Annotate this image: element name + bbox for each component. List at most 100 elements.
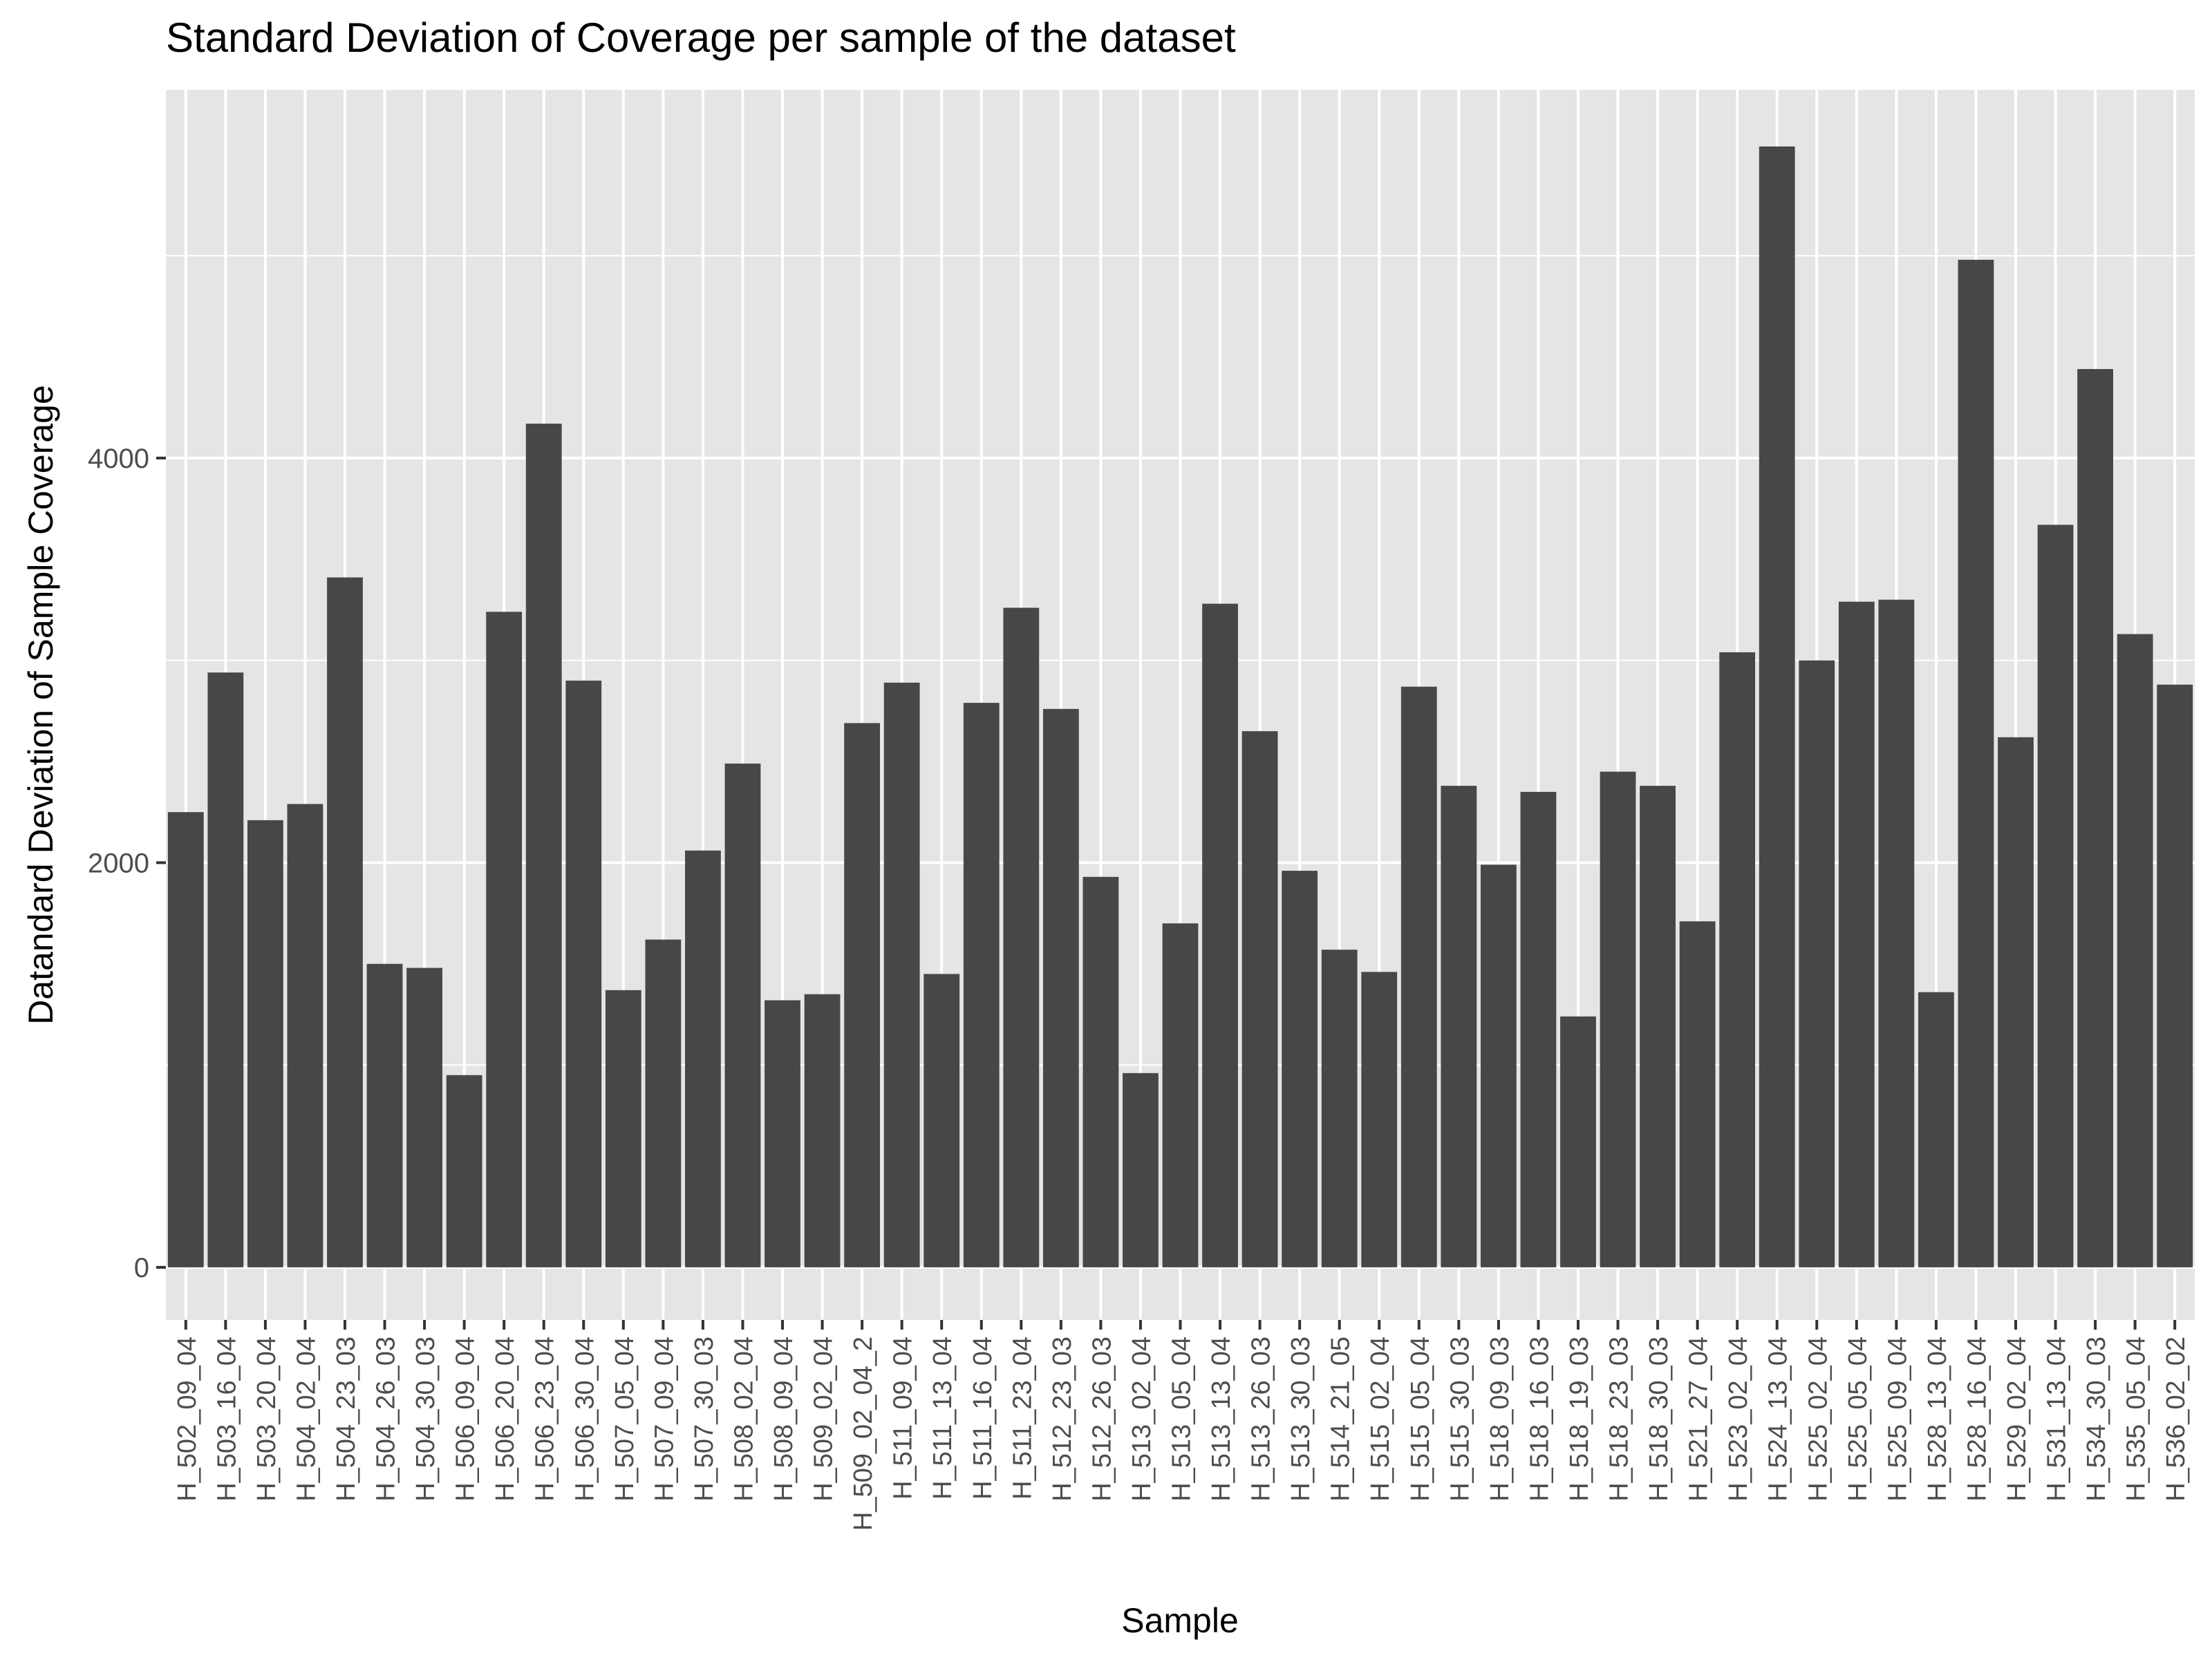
x-tick-label: H_531_13_04 — [2043, 1337, 2072, 1502]
bar-H_518_19_03 — [1560, 1016, 1596, 1267]
bar-H_503_20_04 — [247, 820, 283, 1267]
x-tick-label: H_504_26_03 — [372, 1337, 401, 1502]
x-tick-label: H_513_05_04 — [1168, 1337, 1197, 1502]
bar-H_509_02_04 — [804, 994, 841, 1267]
x-tick-label: H_506_09_04 — [451, 1337, 480, 1502]
x-tick-label: H_524_13_04 — [1764, 1337, 1793, 1502]
x-tick-label: H_512_23_03 — [1048, 1337, 1077, 1502]
y-tick-label: 4000 — [88, 444, 149, 474]
y-axis-title: Datandard Deviation of Sample Coverage — [21, 385, 60, 1025]
chart-title: Standard Deviation of Coverage per sampl… — [166, 15, 1236, 61]
x-tick-label: H_513_30_03 — [1286, 1337, 1315, 1502]
bar-H_512_23_03 — [1042, 708, 1079, 1267]
bar-H_525_09_04 — [1878, 599, 1915, 1267]
bar-H_506_23_04 — [525, 424, 562, 1267]
x-tick-label: H_511_09_04 — [889, 1337, 918, 1500]
bar-H_518_16_03 — [1520, 791, 1557, 1267]
bar-H_524_13_04 — [1759, 146, 1795, 1267]
x-tick-label: H_504_30_03 — [411, 1337, 440, 1502]
x-tick-label: H_513_26_03 — [1247, 1337, 1276, 1502]
x-tick-label: H_503_16_04 — [212, 1337, 241, 1502]
x-tick-label: H_518_19_03 — [1565, 1337, 1594, 1502]
x-tick-label: H_506_23_04 — [531, 1337, 560, 1502]
x-tick-label: H_518_09_03 — [1485, 1337, 1515, 1502]
bar-H_513_26_03 — [1241, 731, 1278, 1267]
x-tick-label: H_515_30_03 — [1445, 1337, 1474, 1502]
bar-H_504_23_03 — [327, 577, 363, 1267]
x-tick-label: H_507_09_04 — [650, 1337, 679, 1502]
bar-H_529_02_04 — [1998, 737, 2034, 1267]
x-tick-label: H_534_30_03 — [2082, 1337, 2111, 1502]
axes: 0 2000 4000 H_502_09_04 H_503_16_04 H_503_20_… — [88, 444, 2191, 1531]
y-tick-label: 0 — [134, 1253, 149, 1283]
x-tick-label: H_525_02_04 — [1803, 1337, 1833, 1502]
bar-H_521_27_04 — [1679, 921, 1716, 1267]
bar-H_528_13_04 — [1918, 992, 1954, 1267]
x-tick-label: H_518_23_03 — [1605, 1337, 1634, 1502]
bar-H_507_05_04 — [605, 990, 641, 1267]
bar-H_506_30_04 — [565, 680, 602, 1267]
x-tick-label: H_506_20_04 — [491, 1337, 520, 1502]
x-tick-label: H_523_02_04 — [1724, 1337, 1753, 1502]
bar-H_518_23_03 — [1600, 771, 1636, 1267]
bar-H_518_30_03 — [1640, 786, 1676, 1267]
bar-H_523_02_04 — [1719, 652, 1756, 1267]
x-tick-label: H_515_02_04 — [1366, 1337, 1395, 1502]
x-tick-label: H_504_23_03 — [332, 1337, 361, 1502]
x-tick-label: H_514_21_05 — [1327, 1337, 1356, 1502]
x-tick-label: H_502_09_04 — [173, 1337, 202, 1502]
bars — [167, 146, 2193, 1267]
bar-H_507_30_03 — [685, 850, 721, 1267]
x-tick-label: H_521_27_04 — [1685, 1337, 1714, 1502]
x-tick-label: H_507_05_04 — [610, 1337, 639, 1502]
bar-H_515_02_04 — [1361, 972, 1398, 1267]
x-tick-label: H_511_13_04 — [928, 1337, 957, 1500]
bar-H_515_30_03 — [1441, 786, 1477, 1267]
x-tick-label: H_512_26_03 — [1087, 1337, 1116, 1502]
x-tick-label: H_513_13_04 — [1207, 1337, 1236, 1502]
bar-H_508_02_04 — [724, 763, 761, 1267]
bar-H_515_05_04 — [1400, 686, 1437, 1267]
bar-H_525_05_04 — [1838, 601, 1875, 1267]
x-tick-label: H_513_02_04 — [1127, 1337, 1156, 1502]
bar-H_509_02_04_2 — [844, 723, 881, 1267]
bar-H_528_16_04 — [1958, 259, 1994, 1267]
x-tick-label: H_503_20_04 — [252, 1337, 281, 1502]
bar-H_504_26_03 — [366, 963, 403, 1267]
x-tick-label: H_518_16_03 — [1525, 1337, 1554, 1502]
x-tick-label: H_507_30_03 — [690, 1337, 719, 1502]
bar-H_536_02_02 — [2157, 684, 2193, 1267]
x-tick-label: H_506_30_04 — [570, 1337, 599, 1502]
x-axis-title: Sample — [1121, 1601, 1239, 1640]
x-tick-label: H_511_16_04 — [968, 1337, 997, 1500]
x-tick-label: H_515_05_04 — [1406, 1337, 1435, 1502]
x-tick-label: H_525_09_04 — [1883, 1337, 1912, 1502]
bar-H_518_09_03 — [1480, 865, 1517, 1267]
bar-H_513_13_04 — [1202, 603, 1238, 1267]
x-tick-label: H_509_02_04_2 — [849, 1337, 878, 1531]
bar-H_506_09_04 — [446, 1075, 482, 1267]
bar-H_511_13_04 — [924, 974, 960, 1267]
bar-H_525_02_04 — [1799, 660, 1835, 1267]
bar-H_535_05_04 — [2117, 634, 2153, 1267]
bar-H_513_02_04 — [1123, 1073, 1159, 1267]
bar-H_502_09_04 — [167, 812, 204, 1267]
x-tick-label: H_511_23_04 — [1008, 1337, 1037, 1500]
bar-H_531_13_04 — [2037, 525, 2074, 1267]
bar-H_534_30_03 — [2077, 369, 2114, 1267]
bar-H_506_20_04 — [486, 612, 523, 1267]
x-tick-label: H_509_02_04 — [809, 1337, 838, 1502]
bar-H_507_09_04 — [645, 939, 682, 1267]
x-tick-label: H_528_16_04 — [1962, 1337, 1991, 1502]
bar-H_514_21_05 — [1321, 950, 1358, 1267]
x-tick-label: H_504_02_04 — [292, 1337, 321, 1502]
x-tick-label: H_518_30_03 — [1644, 1337, 1674, 1502]
x-tick-label: H_528_13_04 — [1923, 1337, 1952, 1502]
bar-H_511_09_04 — [883, 682, 920, 1267]
x-tick-label: H_508_09_04 — [769, 1337, 798, 1502]
bar-H_513_05_04 — [1162, 923, 1199, 1267]
bar-H_504_02_04 — [287, 804, 324, 1267]
x-tick-label: H_536_02_02 — [2162, 1337, 2191, 1502]
